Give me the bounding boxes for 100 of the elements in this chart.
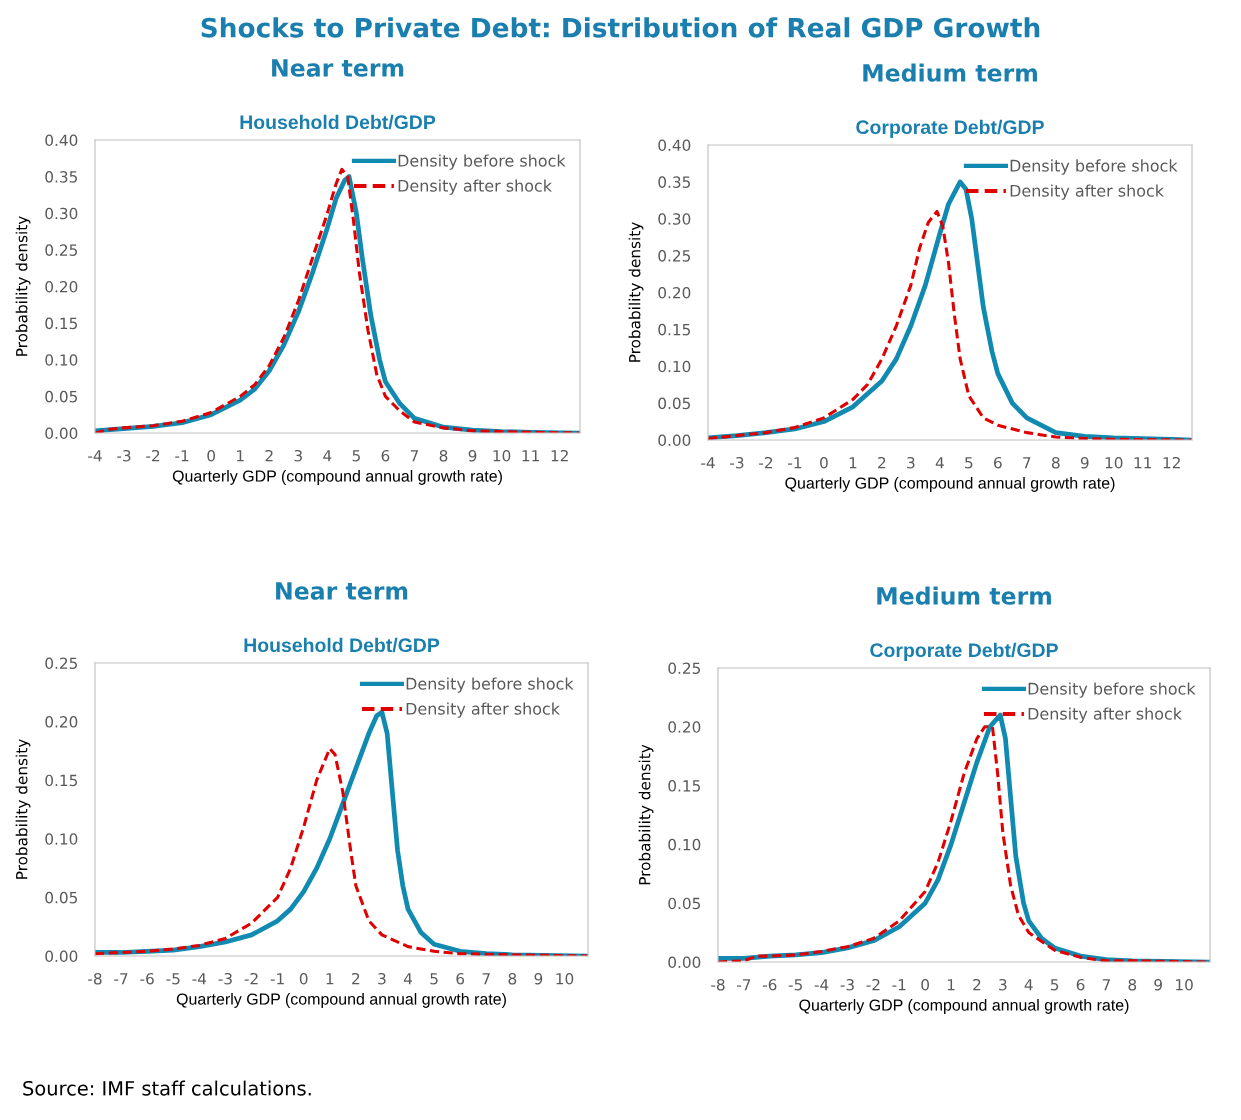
x-tick-label: 9 xyxy=(1080,456,1089,469)
text: Shocks to Private Debt: Distribution of Real GDP Growth xyxy=(201,17,1040,38)
x-tick-label: 10 xyxy=(1105,456,1123,469)
chart-subtitle: Corporate Debt/GDP xyxy=(870,642,1058,661)
legend-label: Density after shock xyxy=(406,702,560,718)
y-tick-label: 0.00 xyxy=(658,434,691,447)
chart-subtitle: Corporate Debt/GDP xyxy=(856,119,1044,138)
y-tick-label: 0.25 xyxy=(668,662,700,675)
x-tick-label: -2 xyxy=(759,456,773,469)
chart-subtitle: Household Debt/GDP xyxy=(240,114,436,130)
y-tick-label: 0.05 xyxy=(668,897,700,910)
y-tick-label: 0.20 xyxy=(45,280,78,293)
x-tick-label: 10 xyxy=(493,449,511,462)
x-tick-label: -4 xyxy=(814,979,829,991)
x-tick-label: 0 xyxy=(207,449,216,462)
y-tick-label: 0.15 xyxy=(658,323,690,336)
x-tick-label: -6 xyxy=(140,972,154,985)
x-tick-label: 6 xyxy=(456,972,465,985)
x-tick-label: 6 xyxy=(994,456,1002,469)
y-tick-label: 0.25 xyxy=(658,250,690,262)
y-axis-title: Probability density xyxy=(15,216,31,356)
y-tick-label: 0.05 xyxy=(45,390,77,403)
y-tick-label: 0.10 xyxy=(45,833,78,845)
x-tick-label: 0 xyxy=(921,978,929,991)
x-tick-label: 8 xyxy=(439,449,448,462)
x-tick-label: 8 xyxy=(1128,978,1137,991)
y-tick-label: 0.30 xyxy=(45,207,78,220)
chart-subtitle: Household Debt/GDP xyxy=(244,637,440,653)
x-tick-label: 9 xyxy=(534,972,543,985)
x-tick-label: 2 xyxy=(265,449,273,462)
x-tick-label: 6 xyxy=(381,449,390,462)
y-tick-label: 0.00 xyxy=(668,956,701,969)
x-tick-label: -3 xyxy=(218,972,232,985)
x-tick-label: -1 xyxy=(788,457,802,469)
x-tick-label: -3 xyxy=(730,456,744,469)
x-tick-label: -4 xyxy=(88,450,102,462)
x-tick-label: 3 xyxy=(378,972,386,985)
x-tick-label: 10 xyxy=(556,972,574,985)
chart-title: Near term xyxy=(276,582,408,600)
x-tick-label: 3 xyxy=(907,456,915,469)
y-tick-label: 0.25 xyxy=(45,657,77,670)
x-tick-label: 10 xyxy=(1176,978,1193,991)
x-tick-label: 1 xyxy=(326,973,334,985)
x-tick-label: -7 xyxy=(114,973,128,985)
x-tick-label: -5 xyxy=(166,973,180,985)
legend-label: Density before shock xyxy=(406,677,574,693)
y-tick-label: 0.10 xyxy=(45,354,78,366)
y-tick-label: 0.35 xyxy=(658,176,690,188)
y-tick-label: 0.30 xyxy=(658,213,691,225)
x-axis-title: Quarterly GDP (compound annual growth rate) xyxy=(176,993,506,1008)
x-tick-label: 4 xyxy=(323,450,332,462)
x-tick-label: 4 xyxy=(935,457,944,469)
x-tick-label: 2 xyxy=(973,978,981,991)
x-tick-label: -6 xyxy=(762,978,777,991)
x-tick-label: 5 xyxy=(430,973,438,985)
x-tick-label: -8 xyxy=(711,978,725,991)
x-tick-label: -7 xyxy=(737,979,751,991)
legend-label: Density before shock xyxy=(1010,159,1178,175)
x-tick-label: 4 xyxy=(1024,979,1033,991)
chart-title: Near term xyxy=(272,59,404,77)
y-tick-label: 0.25 xyxy=(45,244,77,256)
legend-label: Density before shock xyxy=(398,154,566,170)
x-tick-label: -2 xyxy=(866,978,880,991)
x-tick-label: -5 xyxy=(788,979,802,991)
x-tick-label: -4 xyxy=(192,973,207,985)
x-tick-label: -3 xyxy=(117,449,131,462)
x-axis-title: Quarterly GDP (compound annual growth rate) xyxy=(172,470,502,485)
x-tick-label: -4 xyxy=(701,457,715,469)
x-tick-label: 0 xyxy=(299,972,308,985)
chart-title: Medium term xyxy=(863,63,1037,82)
x-tick-label: 7 xyxy=(482,973,490,985)
x-tick-label: 6 xyxy=(1076,978,1085,991)
x-tick-label: 8 xyxy=(508,972,517,985)
y-tick-label: 0.00 xyxy=(45,427,78,440)
y-tick-label: 0.15 xyxy=(45,317,77,330)
legend-label: Density after shock xyxy=(398,179,552,195)
y-tick-label: 0.15 xyxy=(45,774,77,787)
x-tick-label: 12 xyxy=(1163,456,1180,469)
legend-label: Density before shock xyxy=(1028,682,1196,698)
x-tick-label: -1 xyxy=(175,450,189,462)
x-tick-label: 2 xyxy=(878,456,886,469)
x-tick-label: 9 xyxy=(468,449,477,462)
y-tick-label: 0.10 xyxy=(668,838,701,851)
x-tick-label: 9 xyxy=(1154,978,1162,991)
y-tick-label: 0.35 xyxy=(45,171,77,183)
x-tick-label: 5 xyxy=(352,450,360,462)
y-tick-label: 0.40 xyxy=(658,139,691,152)
x-tick-label: -8 xyxy=(88,972,102,985)
y-axis-title: Probability density xyxy=(638,744,654,885)
x-tick-label: 5 xyxy=(1050,979,1059,991)
x-axis-title: Quarterly GDP (compound annual growth rate) xyxy=(799,999,1129,1014)
legend-label: Density after shock xyxy=(1028,707,1182,723)
y-tick-label: 0.20 xyxy=(45,716,78,728)
x-tick-label: 5 xyxy=(965,457,973,469)
x-tick-label: 3 xyxy=(999,978,1007,991)
y-tick-label: 0.20 xyxy=(658,286,691,299)
x-tick-label: 12 xyxy=(551,449,568,462)
x-tick-label: 1 xyxy=(849,457,857,469)
x-tick-label: 4 xyxy=(403,973,413,985)
legend-label: Density after shock xyxy=(1010,184,1164,200)
